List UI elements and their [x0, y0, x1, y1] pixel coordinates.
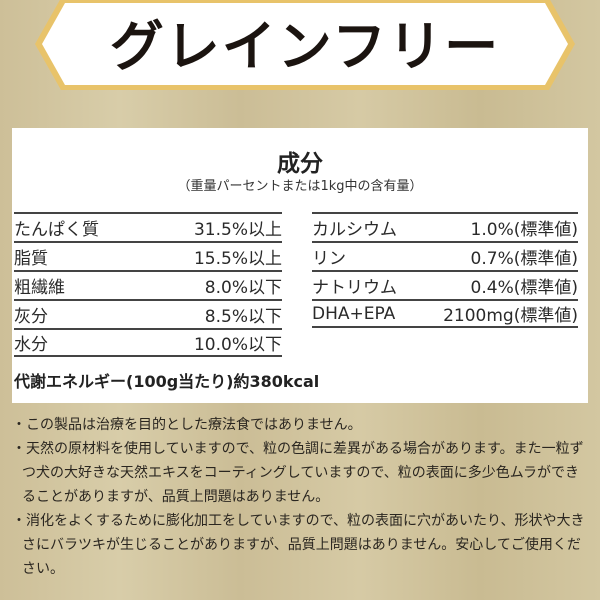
table-row: DHA+EPA 2100mg(標準値) — [312, 299, 578, 328]
nutrient-value: 0.7%(標準値) — [470, 249, 578, 269]
nutrient-value: 0.4%(標準値) — [470, 278, 578, 298]
note-item: ・天然の原材料を使用していますので、粒の色調に差異がある場合があります。また一粒… — [12, 441, 584, 505]
table-row: 灰分 8.5%以下 — [14, 299, 282, 328]
nutrient-name: たんぱく質 — [14, 220, 99, 240]
composition-title: 成分 — [277, 151, 323, 177]
table-row: 脂質 15.5%以上 — [14, 241, 282, 270]
nutrient-value: 8.0%以下 — [204, 278, 282, 298]
notes: ・この製品は治療を目的とした療法食ではありません。 ・天然の原材料を使用していま… — [12, 413, 592, 581]
nutrient-value: 15.5%以上 — [193, 249, 282, 269]
nutrient-value: 2100mg(標準値) — [443, 306, 578, 326]
table-row: 粗繊維 8.0%以下 — [14, 270, 282, 299]
table-row: ナトリウム 0.4%(標準値) — [312, 270, 578, 299]
composition-subtitle: （重量パーセントまたは1kg中の含有量） — [177, 179, 423, 194]
nutrient-name: リン — [312, 249, 346, 269]
nutrient-value: 8.5%以下 — [204, 307, 282, 327]
composition-table-right: カルシウム 1.0%(標準値) リン 0.7%(標準値) ナトリウム 0.4%(標準値… — [312, 212, 578, 328]
table-row: カルシウム 1.0%(標準値) — [312, 212, 578, 241]
banner-shape — [35, 0, 575, 90]
note-item: ・この製品は治療を目的とした療法食ではありません。 — [12, 417, 362, 433]
title-banner: グレインフリー — [33, 0, 577, 92]
table-row: リン 0.7%(標準値) — [312, 241, 578, 270]
note-item: ・消化をよくするために膨化加工をしていますので、粒の表面に穴があいたり、形状や大… — [12, 513, 585, 577]
composition-table-left: たんぱく質 31.5%以上 脂質 15.5%以上 粗繊維 8.0%以下 灰分 8.5%以… — [14, 212, 282, 357]
table-row: たんぱく質 31.5%以上 — [14, 212, 282, 241]
nutrient-value: 31.5%以上 — [193, 220, 282, 240]
nutrient-name: 粗繊維 — [14, 278, 65, 298]
nutrient-name: ナトリウム — [312, 278, 397, 298]
energy-text: 代謝エネルギー(100g当たり)約380kcal — [14, 372, 320, 391]
table-row: 水分 10.0%以下 — [14, 328, 282, 357]
banner-title: グレインフリー — [109, 15, 501, 78]
nutrient-name: DHA+EPA — [312, 303, 396, 324]
nutrient-value: 10.0%以下 — [193, 335, 282, 355]
nutrient-value: 1.0%(標準値) — [470, 220, 578, 240]
nutrient-name: 水分 — [14, 335, 48, 355]
nutrient-name: 脂質 — [14, 249, 48, 269]
nutrient-name: 灰分 — [14, 307, 48, 327]
composition-panel: 成分 （重量パーセントまたは1kg中の含有量） たんぱく質 31.5%以上 脂質 1… — [12, 128, 588, 403]
nutrient-name: カルシウム — [312, 220, 397, 240]
